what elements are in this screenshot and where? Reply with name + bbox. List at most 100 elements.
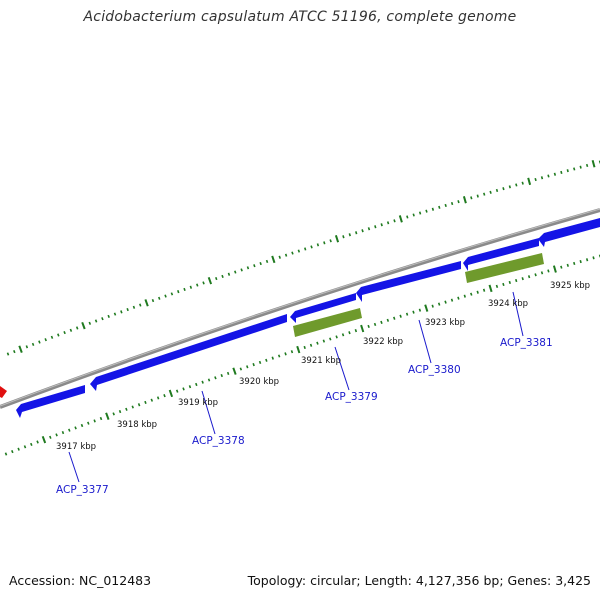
gene-arrow-acp-3381[interactable] xyxy=(463,238,539,271)
minor-tick xyxy=(118,410,122,414)
minor-tick xyxy=(534,273,537,277)
minor-tick xyxy=(50,335,54,339)
minor-tick xyxy=(101,317,104,321)
gene-arrow-acp-3378[interactable] xyxy=(90,314,287,391)
minor-tick xyxy=(125,407,128,411)
minor-tick xyxy=(457,200,460,204)
minor-tick xyxy=(566,169,569,173)
minor-tick xyxy=(75,326,79,330)
minor-tick xyxy=(175,389,179,393)
minor-tick xyxy=(579,165,582,169)
minor-tick xyxy=(113,312,117,316)
green-feature-2[interactable] xyxy=(465,253,544,283)
minor-tick xyxy=(55,433,58,437)
minor-tick xyxy=(291,251,294,255)
minor-tick xyxy=(592,256,595,260)
minor-tick xyxy=(170,292,174,296)
gene-label-acp-3381[interactable]: ACP_3381 xyxy=(500,337,553,349)
minor-tick xyxy=(220,374,223,378)
minor-tick xyxy=(303,345,306,350)
minor-tick xyxy=(540,271,544,275)
major-tick xyxy=(527,177,532,186)
gene-arrow-next[interactable] xyxy=(538,218,600,247)
minor-tick xyxy=(151,298,155,303)
minor-tick xyxy=(201,380,204,384)
minor-tick xyxy=(450,298,454,302)
minor-tick xyxy=(271,356,274,360)
minor-tick xyxy=(126,308,129,312)
gene-label-acp-3379[interactable]: ACP_3379 xyxy=(325,391,378,403)
minor-tick xyxy=(547,174,550,178)
minor-tick xyxy=(17,447,20,451)
minor-tick xyxy=(335,335,338,339)
genome-backbone xyxy=(0,208,600,409)
minor-tick xyxy=(310,245,313,249)
minor-tick xyxy=(227,272,231,276)
minor-tick xyxy=(107,314,110,318)
minor-tick xyxy=(367,324,370,329)
minor-tick xyxy=(380,223,383,227)
minor-tick xyxy=(49,435,52,439)
major-tick xyxy=(144,299,149,307)
minor-tick xyxy=(585,163,589,168)
minor-tick xyxy=(252,363,255,367)
gene-name-labels: ACP_3377 ACP_3378 ACP_3379 ACP_3380 ACP_… xyxy=(56,337,553,496)
minor-tick xyxy=(450,201,454,206)
minor-tick xyxy=(444,300,447,304)
major-tick xyxy=(552,265,557,273)
genome-title: Acidobacterium capsulatum ATCC 51196, co… xyxy=(83,9,517,25)
minor-tick xyxy=(527,275,531,279)
minor-tick xyxy=(31,342,35,346)
gene-label-acp-3377[interactable]: ACP_3377 xyxy=(56,484,109,496)
red-feature xyxy=(0,386,7,398)
minor-tick xyxy=(573,167,576,171)
minor-tick xyxy=(348,233,351,237)
major-tick xyxy=(424,304,429,312)
kbp-label: 3921 kbp xyxy=(301,356,341,366)
minor-tick xyxy=(163,394,166,398)
kbp-label: 3918 kbp xyxy=(117,420,157,430)
minor-tick xyxy=(329,337,332,341)
minor-tick xyxy=(438,205,441,209)
forward-gene-track xyxy=(16,218,600,418)
minor-tick xyxy=(61,431,65,435)
reverse-feature-track xyxy=(293,253,544,337)
minor-tick xyxy=(342,235,345,239)
minor-tick xyxy=(348,331,351,335)
minor-tick xyxy=(515,183,518,187)
genome-backbone-highlight xyxy=(0,208,600,407)
minor-tick xyxy=(418,308,422,312)
minor-tick xyxy=(425,209,428,213)
minor-tick xyxy=(164,294,167,298)
major-tick xyxy=(232,367,237,375)
minor-tick xyxy=(158,296,161,300)
minor-tick xyxy=(139,303,142,307)
minor-tick xyxy=(13,350,16,354)
minor-tick xyxy=(246,266,250,270)
kbp-label: 3924 kbp xyxy=(488,299,528,309)
minor-tick xyxy=(215,276,218,281)
minor-tick xyxy=(137,403,141,407)
minor-tick xyxy=(515,278,518,283)
minor-tick xyxy=(579,259,582,264)
minor-tick xyxy=(399,314,402,318)
minor-tick xyxy=(88,321,92,325)
gene-arrow-acp-3380[interactable] xyxy=(356,261,461,302)
gene-label-acp-3378[interactable]: ACP_3378 xyxy=(192,435,245,447)
gene-arrow-acp-3377[interactable] xyxy=(16,385,85,418)
minor-tick xyxy=(495,188,499,193)
green-feature-1[interactable] xyxy=(293,308,362,337)
minor-tick xyxy=(38,340,41,344)
kbp-label: 3923 kbp xyxy=(425,318,465,328)
major-tick xyxy=(105,412,110,420)
minor-tick xyxy=(573,261,576,266)
minor-tick xyxy=(367,227,371,231)
minor-tick xyxy=(182,387,185,391)
minor-tick xyxy=(265,358,268,362)
gene-label-acp-3380[interactable]: ACP_3380 xyxy=(408,364,461,376)
minor-tick xyxy=(6,352,10,356)
minor-tick xyxy=(309,343,313,347)
major-tick xyxy=(462,196,467,204)
gene-arrow-acp-3379[interactable] xyxy=(290,293,356,323)
